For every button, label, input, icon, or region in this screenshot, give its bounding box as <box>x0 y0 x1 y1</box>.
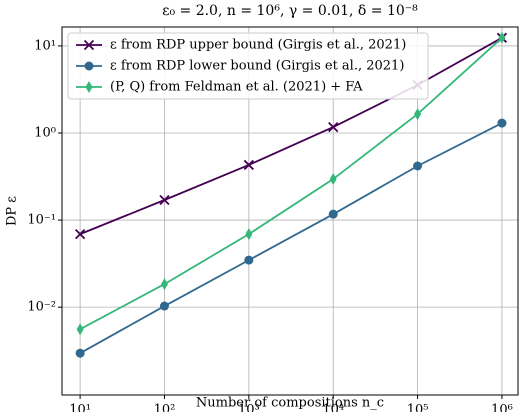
marker <box>75 348 85 358</box>
series-line <box>79 122 503 354</box>
y-axis-label: DP ε <box>5 196 20 226</box>
x-tick-label: 10⁴ <box>322 403 344 412</box>
marker <box>159 194 170 206</box>
legend: ε from RDP upper bound (Girgis et al., 2… <box>67 32 429 100</box>
x-axis-label: Number of compositions n_c <box>196 396 384 411</box>
marker <box>497 118 507 128</box>
series-line <box>79 37 503 331</box>
marker <box>84 61 94 71</box>
legend-label: ε from RDP lower bound (Girgis et al., 2… <box>110 59 404 74</box>
marker <box>244 255 254 265</box>
marker <box>413 161 423 171</box>
marker <box>498 31 506 44</box>
marker <box>243 159 254 171</box>
y-tick-label: 10⁻² <box>27 300 56 315</box>
marker <box>160 278 168 291</box>
x-tick-label: 10⁶ <box>491 403 513 412</box>
legend-box <box>67 32 429 100</box>
x-tick-label: 10⁵ <box>407 403 429 412</box>
series-line <box>79 37 503 235</box>
marker <box>245 228 253 241</box>
y-tick-label: 10¹ <box>34 38 56 53</box>
marker <box>85 81 93 93</box>
marker <box>328 121 339 133</box>
marker <box>328 209 338 219</box>
marker <box>329 173 337 186</box>
marker <box>83 39 95 51</box>
legend-label: (P, Q) from Feldman et al. (2021) + FA <box>110 80 363 95</box>
marker <box>159 301 169 311</box>
x-tick-label: 10³ <box>238 403 260 412</box>
legend-label: ε from RDP upper bound (Girgis et al., 2… <box>110 38 406 53</box>
y-tick-label: 10⁰ <box>34 126 56 141</box>
marker <box>76 323 84 336</box>
chart-title: ε₀ = 2.0, n = 10⁶, γ = 0.01, δ = 10⁻⁸ <box>162 3 418 19</box>
marker <box>414 108 422 121</box>
x-tick-label: 10¹ <box>69 403 91 412</box>
plot-frame <box>61 26 519 396</box>
y-tick-label: 10⁻¹ <box>27 213 56 228</box>
marker <box>74 228 86 240</box>
x-tick-label: 10² <box>154 403 176 412</box>
